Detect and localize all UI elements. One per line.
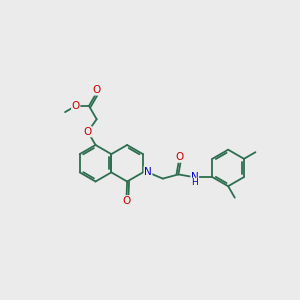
- Text: H: H: [191, 178, 198, 187]
- Text: O: O: [84, 127, 92, 137]
- Text: O: O: [93, 85, 101, 95]
- Text: O: O: [72, 101, 80, 111]
- Text: O: O: [175, 152, 183, 162]
- Text: O: O: [122, 196, 131, 206]
- Text: N: N: [191, 172, 199, 182]
- Text: N: N: [144, 167, 152, 177]
